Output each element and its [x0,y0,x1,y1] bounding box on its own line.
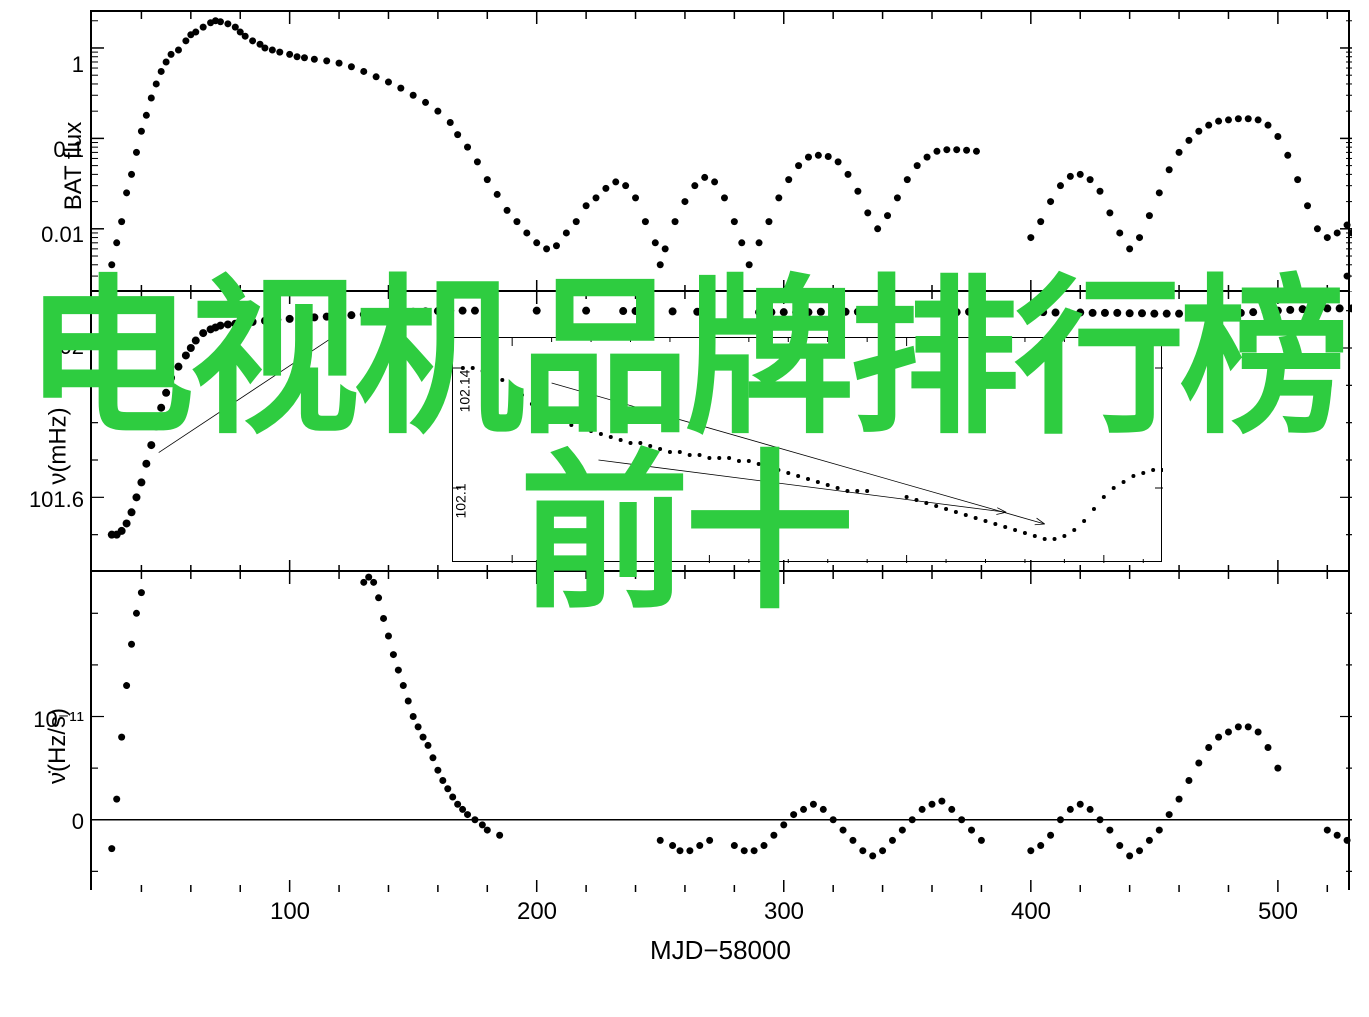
xtick-200: 200 [517,898,557,926]
svg-nudot [92,572,1352,892]
ylabel-top: BAT flux [60,122,88,210]
ylabel-mid: ν(mHz) [45,407,73,484]
ytick-mid-102: 102 [47,334,84,360]
inset-ytick-1021: 102.1 [453,483,469,518]
panel-nu: ν(mHz) 102 101.6 102.14 102.1 [90,290,1350,570]
panel-bat-flux: BAT flux 1 0.1 0.01 [90,10,1350,290]
ytick-mid-1016: 101.6 [29,487,84,513]
panel-nudot: ν̇(Hz/s) 10⁻¹¹ 0 100 200 300 400 500 [90,570,1350,890]
chart-container: BAT flux 1 0.1 0.01 ν(mHz) 102 101.6 102… [90,10,1350,960]
xtick-300: 300 [764,898,804,926]
svg-bat-flux [92,12,1352,292]
ytick-top-01: 0.1 [53,137,84,163]
ytick-top-1: 1 [72,52,84,78]
ytick-top-001: 0.01 [41,222,84,248]
inset-ytick-10214: 102.14 [456,370,472,413]
svg-inset [453,338,1163,563]
ytick-bot-1e11: 10⁻¹¹ [33,707,84,733]
xtick-500: 500 [1258,898,1298,926]
ytick-bot-0: 0 [72,809,84,835]
xlabel: MJD−58000 [650,935,791,966]
inset-panel: 102.14 102.1 [452,337,1162,562]
xtick-400: 400 [1011,898,1051,926]
xtick-100: 100 [270,898,310,926]
